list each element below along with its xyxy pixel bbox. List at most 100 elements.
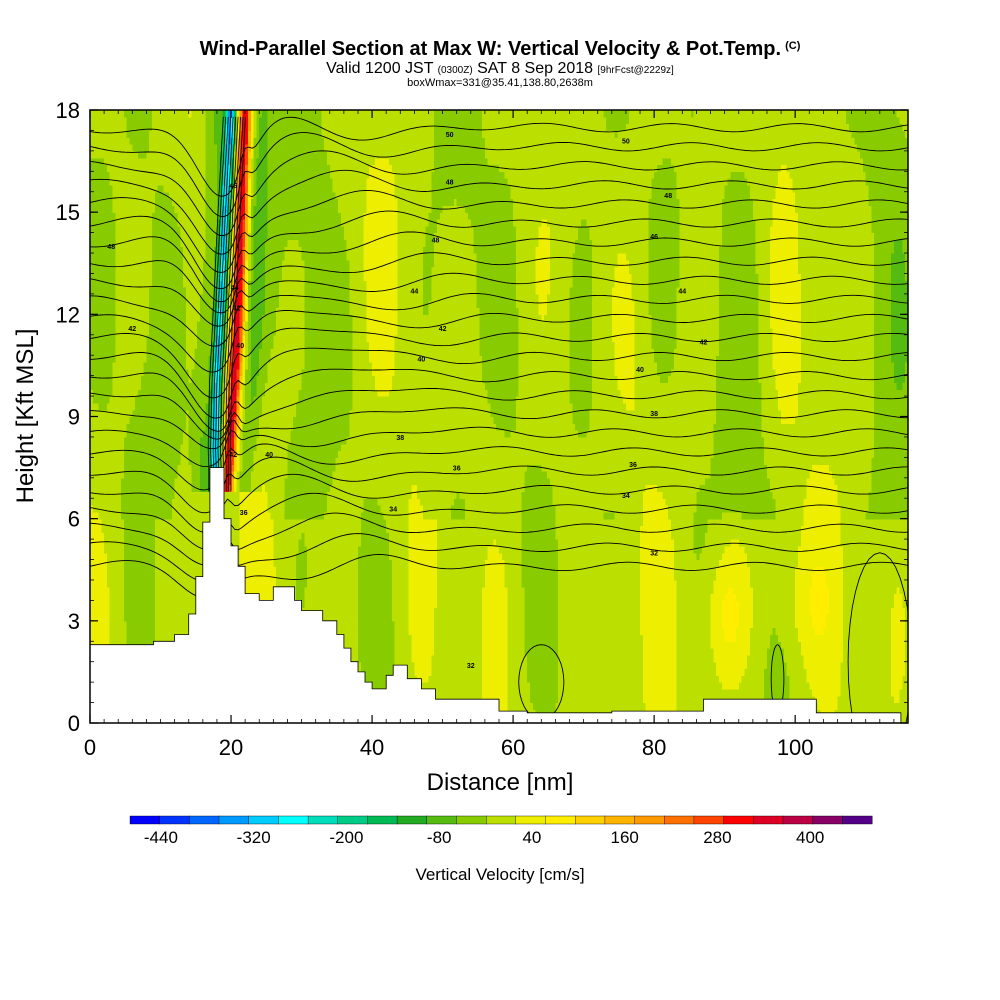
velocity-cell [104,355,108,363]
velocity-cell [123,300,128,309]
velocity-cell [157,484,162,492]
velocity-cell [106,300,111,309]
velocity-cell [208,293,212,302]
velocity-cell [149,191,153,200]
velocity-cell [135,607,139,615]
velocity-cell [109,525,114,533]
velocity-cell [166,259,170,268]
velocity-cell [109,184,114,193]
velocity-cell [154,620,159,629]
velocity-cell [106,348,111,356]
velocity-cell [135,157,139,166]
velocity-cell [132,137,136,145]
velocity-cell [157,334,162,343]
velocity-cell [152,600,156,608]
velocity-cell [171,212,176,220]
velocity-cell [92,205,97,213]
velocity-cell [157,293,162,302]
velocity-cell [222,450,226,458]
velocity-cell [109,266,114,275]
velocity-cell [194,443,198,452]
velocity-cell [239,471,243,479]
velocity-cell [197,341,201,349]
velocity-cell [98,110,102,118]
velocity-cell [180,328,184,336]
velocity-cell [185,580,190,588]
velocity-cell [163,355,167,363]
velocity-cell [171,607,176,615]
velocity-cell [236,259,241,268]
velocity-cell [180,416,184,424]
velocity-cell [95,484,99,492]
velocity-cell [157,593,162,601]
velocity-cell [169,518,173,527]
velocity-cell [106,586,111,595]
velocity-cell [194,300,198,309]
velocity-cell [121,198,125,206]
velocity-cell [154,614,159,622]
velocity-cell [202,409,207,418]
velocity-cell [185,491,190,499]
velocity-cell [140,477,145,486]
velocity-cell [109,328,114,336]
velocity-cell [112,259,116,268]
velocity-cell [197,205,201,213]
velocity-cell [228,253,232,261]
velocity-cell [115,627,119,635]
velocity-cell [104,423,108,431]
velocity-cell [149,430,153,438]
velocity-cell [191,532,195,540]
velocity-cell [135,539,139,547]
velocity-cell [90,375,94,383]
velocity-cell [166,116,170,125]
velocity-cell [174,600,178,608]
velocity-cell [211,232,215,240]
velocity-cell [169,416,173,424]
velocity-cell [236,491,241,499]
velocity-cell [236,137,241,145]
velocity-cell [174,477,178,486]
velocity-cell [146,402,150,411]
velocity-cell [183,178,187,186]
velocity-cell [163,150,167,159]
velocity-cell [104,552,108,561]
velocity-cell [231,130,235,138]
velocity-cell [129,178,133,186]
velocity-cell [228,157,232,166]
velocity-cell [166,573,170,581]
velocity-cell [208,219,212,227]
velocity-cell [112,634,116,642]
velocity-cell [216,355,221,363]
velocity-cell [154,341,159,349]
velocity-cell [123,402,128,411]
velocity-cell [143,396,147,404]
velocity-cell [200,498,204,506]
velocity-cell [149,484,153,492]
velocity-cell [135,348,139,356]
velocity-cell [112,396,116,404]
velocity-cell [109,314,114,322]
velocity-cell [115,402,119,411]
velocity-cell [188,198,193,206]
velocity-cell [180,382,184,390]
velocity-cell [132,355,136,363]
velocity-cell [106,552,111,561]
velocity-cell [90,430,94,438]
velocity-cell [118,123,122,131]
velocity-cell [101,627,105,635]
velocity-cell [154,232,159,240]
velocity-cell [121,314,125,322]
velocity-cell [121,205,125,213]
velocity-cell [222,348,226,356]
velocity-cell [126,443,131,452]
velocity-cell [143,389,147,397]
velocity-cell [146,375,150,383]
velocity-cell [197,246,201,254]
velocity-cell [143,573,147,581]
velocity-cell [208,375,212,383]
velocity-cell [197,212,201,220]
velocity-cell [177,348,181,356]
velocity-cell [185,355,190,363]
velocity-cell [216,334,221,343]
velocity-cell [180,471,184,479]
